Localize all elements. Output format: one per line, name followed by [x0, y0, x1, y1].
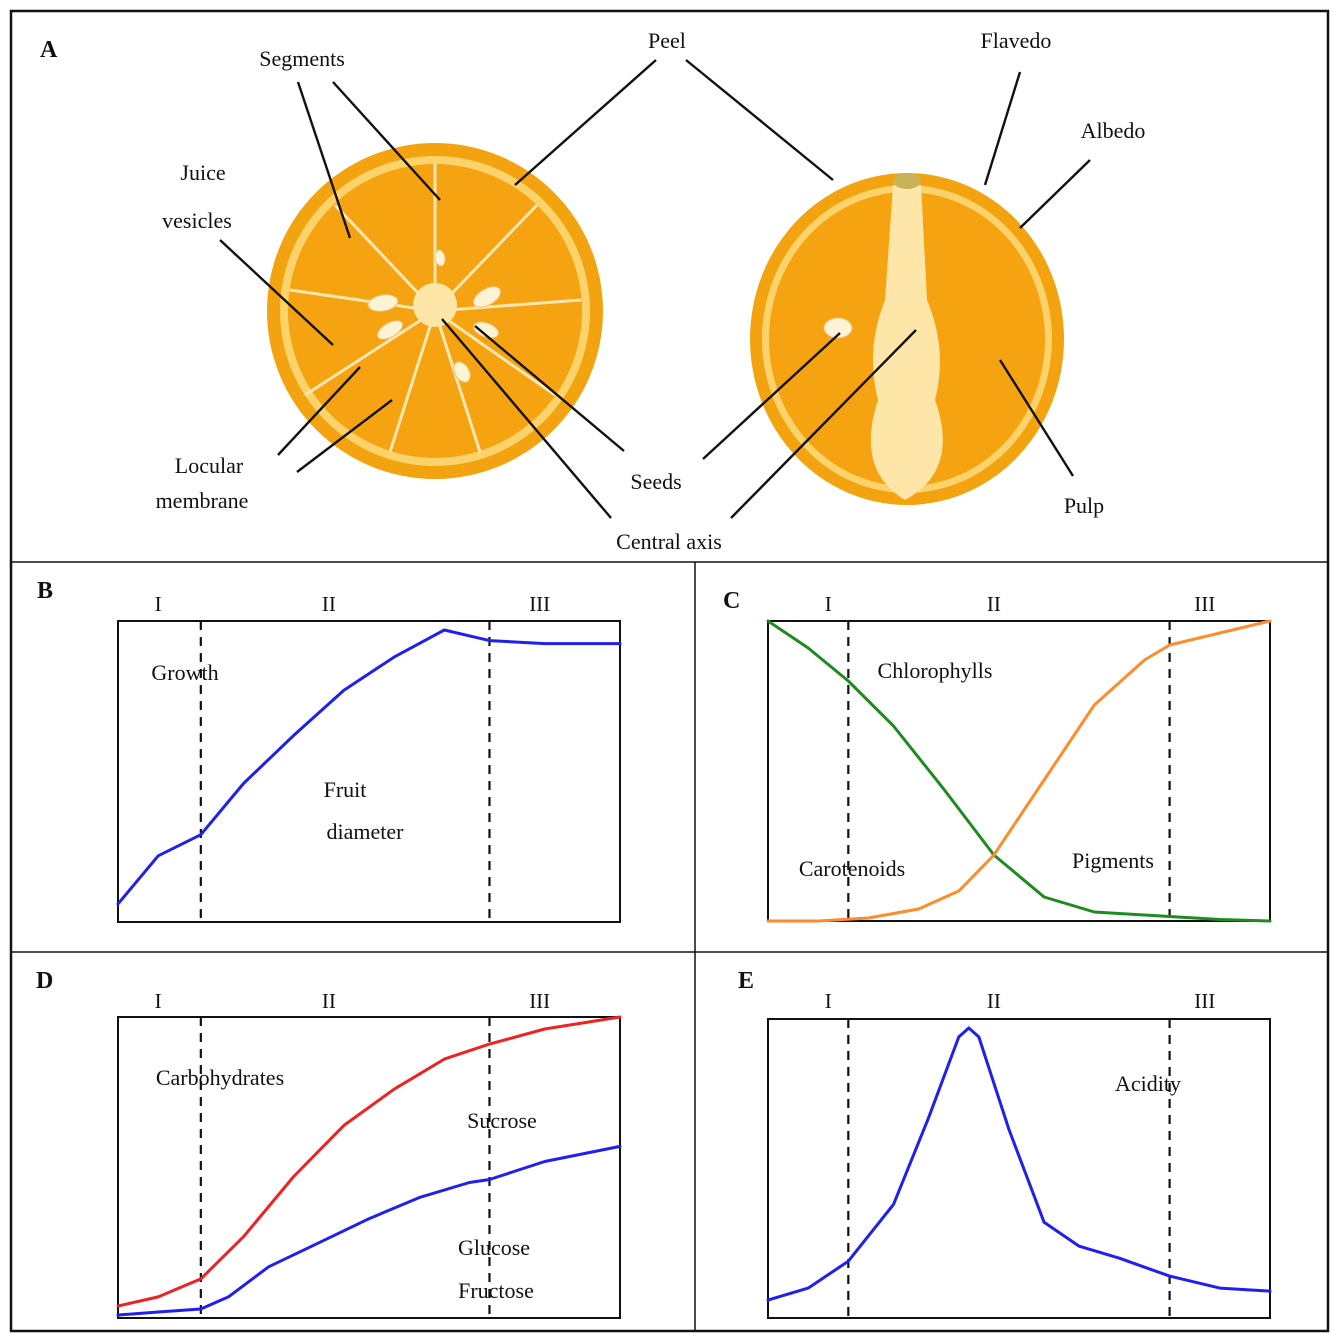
series-line-2 [766, 619, 1272, 923]
stage-label-ii: II [322, 592, 336, 616]
annotation-label: Pigments [1072, 848, 1154, 873]
label-peel: Peel [648, 28, 686, 53]
chart-panel-d: DI II IIICarbohydratesSucroseGlucoseFructo… [36, 968, 622, 1319]
panel-a-labels: Segments Peel Flavedo Albedo Juice vesic… [156, 28, 1146, 554]
stage-label-iii: III [529, 592, 550, 616]
annotation-label: Chlorophylls [878, 658, 993, 683]
plot-frame [117, 620, 621, 923]
series-line-1 [766, 1026, 1272, 1302]
orange-cross-section [267, 143, 603, 479]
stage-label-iii: III [529, 989, 550, 1013]
stage-label-ii: II [322, 989, 336, 1013]
seeds-left [367, 249, 502, 383]
annotation-label: Carotenoids [799, 856, 905, 881]
annotation-label: Carbohydrates [156, 1065, 284, 1090]
panel-letter-c: C [723, 588, 740, 614]
annotation-label: Sucrose [467, 1108, 537, 1133]
panel-a: A [40, 28, 1145, 554]
label-seeds: Seeds [630, 469, 681, 494]
panel-letter-d: D [36, 968, 53, 994]
leader-lines [219, 59, 1091, 519]
panel-letter-b: B [37, 578, 53, 604]
annotation-label: Acidity [1115, 1071, 1181, 1096]
label-segments: Segments [259, 46, 345, 71]
label-juice: Juice [180, 160, 225, 185]
annotation-label: diameter [327, 819, 405, 844]
annotation-label: Fruit [324, 777, 367, 802]
plot-frame [767, 620, 1271, 922]
central-axis-core [870, 185, 943, 500]
figure-border [9, 9, 1330, 1333]
stage-label-iii: III [1194, 592, 1215, 616]
annotation-label: Growth [151, 660, 218, 685]
annotation-label: Fructose [458, 1278, 534, 1303]
label-flavedo: Flavedo [981, 28, 1052, 53]
label-membrane: membrane [156, 488, 249, 513]
series-line-1 [766, 619, 1272, 923]
series-line-1 [116, 1015, 622, 1308]
stage-label-ii: II [987, 592, 1001, 616]
plot-frame [767, 1018, 1271, 1319]
seed-right [823, 317, 853, 339]
label-locular: Locular [175, 453, 244, 478]
label-albedo: Albedo [1081, 118, 1146, 143]
series-line-2 [116, 1144, 622, 1317]
stage-label-iii: III [1194, 989, 1215, 1013]
label-vesicles: vesicles [162, 208, 232, 233]
central-axis-core [413, 283, 457, 327]
panel-letter-e: E [738, 968, 754, 994]
stage-label-i: I [825, 592, 832, 616]
stem-end [893, 173, 921, 189]
label-pulp: Pulp [1064, 493, 1104, 518]
plot-frame [117, 1016, 621, 1319]
annotation-label: Glucose [458, 1235, 530, 1260]
label-central-axis: Central axis [616, 529, 722, 554]
stage-label-ii: II [987, 989, 1001, 1013]
series-line-1 [116, 628, 622, 906]
panel-letter-a: A [40, 37, 58, 63]
stage-label-i: I [155, 592, 162, 616]
stage-label-i: I [825, 989, 832, 1013]
stage-label-i: I [155, 989, 162, 1013]
